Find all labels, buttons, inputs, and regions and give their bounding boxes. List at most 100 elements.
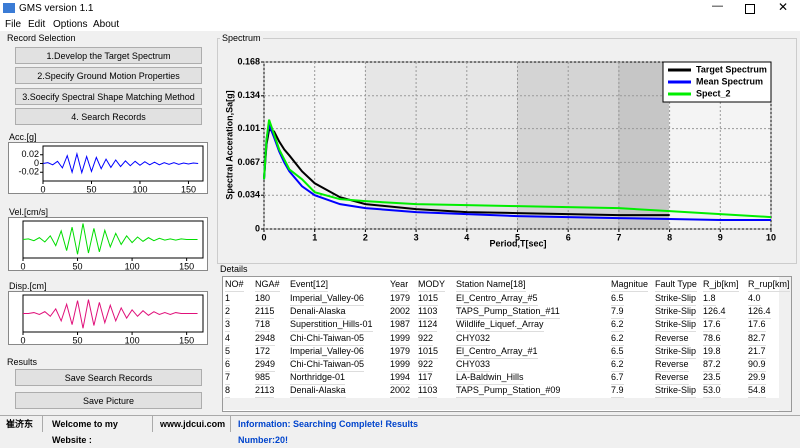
v-scrollbar[interactable] bbox=[779, 277, 791, 411]
table-cell[interactable]: 1987 bbox=[390, 318, 411, 333]
table-cell[interactable]: 1124 bbox=[418, 318, 438, 333]
table-cell[interactable]: 6.2 bbox=[611, 318, 624, 333]
table-cell[interactable]: 7 bbox=[225, 371, 231, 386]
table-cell[interactable]: 6 bbox=[225, 358, 231, 372]
table-cell[interactable]: 2948 bbox=[255, 332, 276, 346]
y-tick-label: 0.101 bbox=[237, 123, 260, 133]
table-cell[interactable]: 6.2 bbox=[611, 358, 624, 372]
table-cell[interactable]: 2113 bbox=[255, 384, 275, 399]
table-cell[interactable]: 4 bbox=[225, 332, 231, 346]
button[interactable]: 1.Develop the Target Spectrum bbox=[15, 47, 202, 64]
table-cell[interactable]: Reverse bbox=[655, 358, 689, 372]
table-cell[interactable]: 4.0 bbox=[748, 292, 761, 306]
table-cell[interactable]: LA-Baldwin_Hills bbox=[456, 371, 524, 386]
table-cell[interactable]: 87.2 bbox=[703, 358, 721, 372]
table-cell[interactable]: 1999 bbox=[390, 332, 411, 346]
table-cell[interactable]: 126.4 bbox=[748, 305, 771, 320]
table-cell[interactable]: El_Centro_Array_#1 bbox=[456, 345, 538, 359]
close[interactable]: ✕ bbox=[778, 0, 789, 14]
table-cell[interactable]: 78.6 bbox=[703, 332, 721, 346]
table-cell[interactable]: 3 bbox=[225, 318, 231, 333]
table-cell[interactable]: 985 bbox=[255, 371, 271, 386]
table-cell[interactable]: 2002 bbox=[390, 384, 411, 399]
table-cell[interactable]: 17.6 bbox=[703, 318, 721, 333]
table-cell[interactable]: 90.9 bbox=[748, 358, 766, 372]
table-cell[interactable]: 1.8 bbox=[703, 292, 716, 306]
table-cell[interactable]: 7.9 bbox=[611, 305, 624, 320]
table-cell[interactable]: CHY032 bbox=[456, 332, 491, 346]
table-cell[interactable]: 180 bbox=[255, 292, 271, 306]
table-cell[interactable]: 1999 bbox=[390, 358, 411, 372]
table-cell[interactable]: Chi-Chi-Taiwan-05 bbox=[290, 358, 365, 372]
table-cell[interactable]: Strike-Slip bbox=[655, 292, 697, 306]
minimize[interactable]: — bbox=[712, 0, 723, 12]
table-cell[interactable]: 6.7 bbox=[611, 371, 624, 386]
menu-item[interactable]: File bbox=[5, 19, 22, 30]
table-cell[interactable]: Strike-Slip bbox=[655, 305, 697, 320]
table-cell[interactable]: 172 bbox=[255, 345, 271, 359]
group-title: Results bbox=[7, 357, 38, 367]
table-cell[interactable]: 2949 bbox=[255, 358, 276, 372]
table-cell[interactable]: 21.7 bbox=[748, 345, 766, 359]
table-cell[interactable]: 7.9 bbox=[611, 384, 624, 399]
button[interactable]: 4. Search Records bbox=[15, 108, 202, 125]
maximize[interactable] bbox=[745, 4, 755, 14]
table-cell[interactable]: 1979 bbox=[390, 292, 411, 306]
table-cell[interactable]: 718 bbox=[255, 318, 271, 333]
table-cell[interactable]: 117 bbox=[418, 371, 433, 386]
table-cell[interactable]: 1103 bbox=[418, 305, 438, 320]
table-cell[interactable]: Wildlife_Liquef._Array bbox=[456, 318, 544, 333]
table-cell[interactable]: 8 bbox=[225, 384, 231, 399]
table-cell[interactable]: 23.5 bbox=[703, 371, 721, 386]
table-cell[interactable]: TAPS_Pump_Station_#11 bbox=[456, 305, 560, 320]
table-cell[interactable]: Strike-Slip bbox=[655, 318, 697, 333]
status-website[interactable]: www.jdcui.com bbox=[156, 416, 231, 432]
menu-bar: File Edit Options About bbox=[0, 17, 800, 31]
table-cell[interactable]: 1994 bbox=[390, 371, 411, 386]
table-cell[interactable]: 6.5 bbox=[611, 345, 624, 359]
table-cell[interactable]: 922 bbox=[418, 332, 434, 346]
table-cell[interactable]: Reverse bbox=[655, 332, 689, 346]
table-cell[interactable]: Denali-Alaska bbox=[290, 384, 346, 399]
table-cell[interactable]: Imperial_Valley-06 bbox=[290, 292, 364, 306]
table-cell[interactable]: 2 bbox=[225, 305, 231, 320]
table-cell[interactable]: 1103 bbox=[418, 384, 438, 399]
table-cell[interactable]: 53.0 bbox=[703, 384, 721, 399]
table-cell[interactable]: Imperial_Valley-06 bbox=[290, 345, 364, 359]
table-cell[interactable]: CHY033 bbox=[456, 358, 491, 372]
table-cell[interactable]: Reverse bbox=[655, 371, 689, 386]
table-cell[interactable]: Denali-Alaska bbox=[290, 305, 346, 320]
table-cell[interactable]: 1015 bbox=[418, 292, 439, 306]
table-cell[interactable]: 2115 bbox=[255, 305, 275, 320]
table-cell[interactable]: Superstition_Hills-01 bbox=[290, 318, 373, 333]
table-cell[interactable]: Strike-Slip bbox=[655, 384, 697, 399]
button[interactable]: 3.Soecify Spectral Shape Matching Method bbox=[15, 88, 202, 105]
column-header: R_rup[km] bbox=[748, 278, 790, 292]
table-cell[interactable]: 6.2 bbox=[611, 332, 624, 346]
menu-item[interactable]: About bbox=[93, 19, 120, 30]
table-cell[interactable]: Northridge-01 bbox=[290, 371, 346, 386]
table-cell[interactable]: TAPS_Pump_Station_#09 bbox=[456, 384, 561, 399]
menu-item[interactable]: Edit bbox=[28, 19, 46, 30]
table-cell[interactable]: 29.9 bbox=[748, 371, 766, 386]
button[interactable]: Save Search Records bbox=[15, 369, 202, 386]
table-cell[interactable]: 17.6 bbox=[748, 318, 766, 333]
button[interactable]: 2.Specify Ground Motion Properties bbox=[15, 67, 202, 84]
menu-item[interactable]: Options bbox=[53, 19, 88, 30]
table-cell[interactable]: 19.8 bbox=[703, 345, 721, 359]
table-cell[interactable]: 5 bbox=[225, 345, 231, 359]
table-cell[interactable]: El_Centro_Array_#5 bbox=[456, 292, 538, 306]
table-cell[interactable]: 1015 bbox=[418, 345, 439, 359]
table-cell[interactable]: 2002 bbox=[390, 305, 411, 320]
table-cell[interactable]: Chi-Chi-Taiwan-05 bbox=[290, 332, 365, 346]
table-cell[interactable]: 126.4 bbox=[703, 305, 726, 320]
h-scrollbar[interactable] bbox=[223, 398, 779, 410]
table-cell[interactable]: 82.7 bbox=[748, 332, 766, 346]
table-cell[interactable]: 1979 bbox=[390, 345, 411, 359]
table-cell[interactable]: Strike-Slip bbox=[655, 345, 697, 359]
table-cell[interactable]: 6.5 bbox=[611, 292, 624, 306]
table-cell[interactable]: 922 bbox=[418, 358, 434, 372]
button[interactable]: Save Picture bbox=[15, 392, 202, 409]
table-cell[interactable]: 54.8 bbox=[748, 384, 766, 399]
table-cell[interactable]: 1 bbox=[225, 292, 231, 306]
